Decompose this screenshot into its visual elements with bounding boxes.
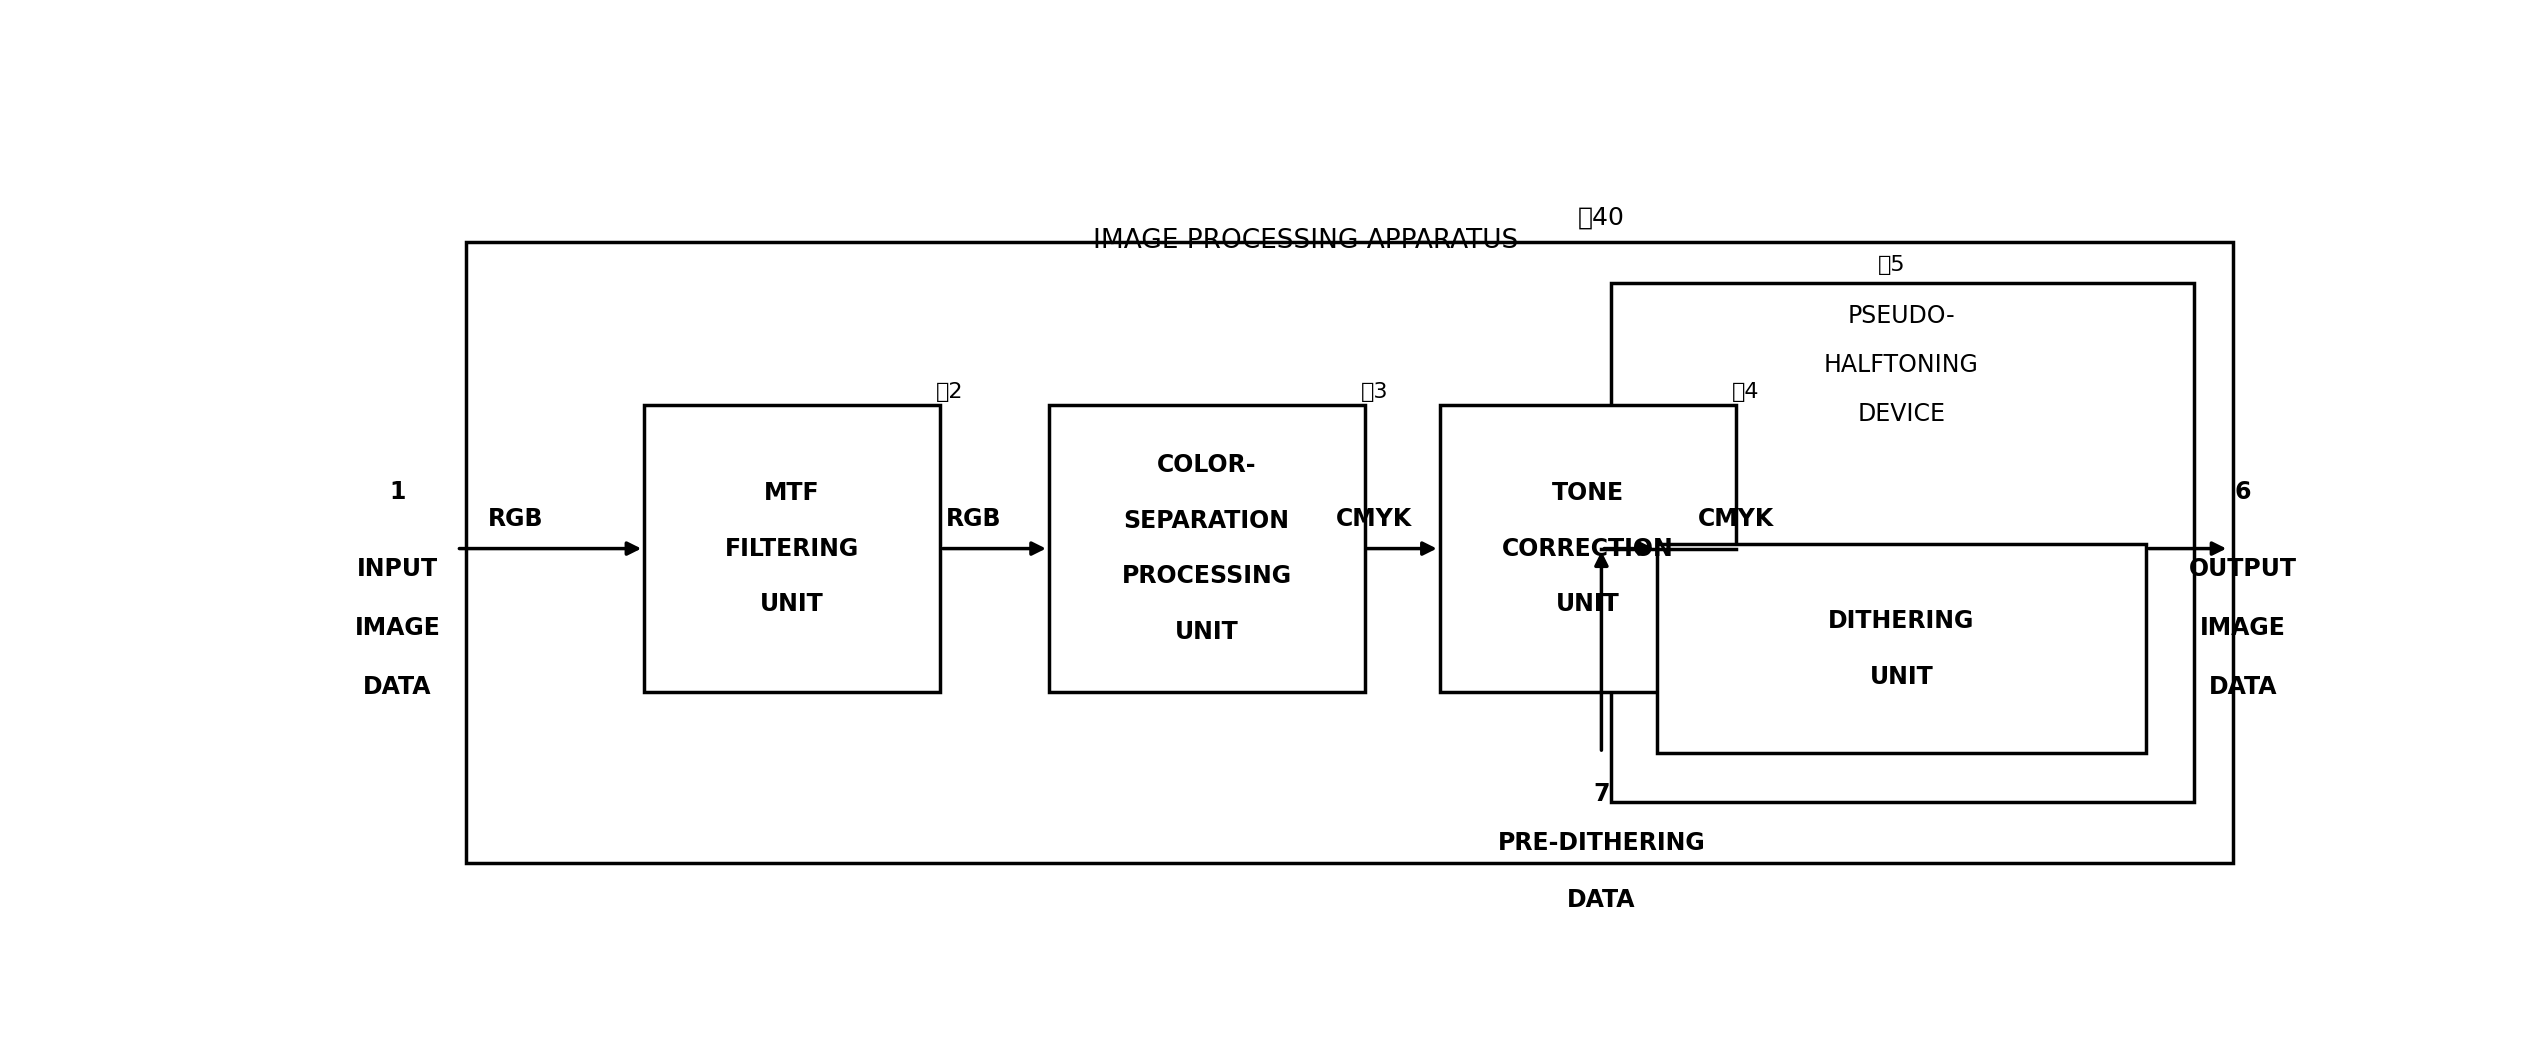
Text: CMYK: CMYK bbox=[1696, 507, 1773, 531]
Bar bbox=[1656, 545, 2147, 753]
Text: ⌣3: ⌣3 bbox=[1360, 382, 1388, 402]
Text: IMAGE: IMAGE bbox=[354, 616, 441, 639]
Bar bbox=[644, 406, 940, 691]
Text: DEVICE: DEVICE bbox=[1857, 401, 1946, 426]
Text: OUTPUT: OUTPUT bbox=[2188, 556, 2297, 581]
Bar bbox=[1612, 282, 2193, 802]
Text: UNIT: UNIT bbox=[1556, 593, 1620, 616]
Bar bbox=[1049, 406, 1365, 691]
Text: UNIT: UNIT bbox=[759, 593, 825, 616]
Text: CORRECTION: CORRECTION bbox=[1503, 536, 1673, 561]
Text: COLOR-: COLOR- bbox=[1156, 453, 1256, 477]
Text: IMAGE PROCESSING APPARATUS: IMAGE PROCESSING APPARATUS bbox=[1093, 228, 1518, 254]
Text: ⌣4: ⌣4 bbox=[1732, 382, 1760, 402]
Text: INPUT: INPUT bbox=[357, 556, 438, 581]
Text: RGB: RGB bbox=[945, 507, 1001, 531]
Text: HALFTONING: HALFTONING bbox=[1824, 353, 1979, 377]
Text: 7: 7 bbox=[1594, 782, 1610, 806]
Text: PRE-DITHERING: PRE-DITHERING bbox=[1498, 830, 1706, 855]
Text: PSEUDO-: PSEUDO- bbox=[1847, 304, 1956, 328]
Text: RGB: RGB bbox=[489, 507, 543, 531]
Text: DATA: DATA bbox=[2208, 674, 2277, 699]
Text: SEPARATION: SEPARATION bbox=[1123, 509, 1289, 533]
Text: PROCESSING: PROCESSING bbox=[1121, 564, 1291, 588]
Text: UNIT: UNIT bbox=[1174, 620, 1238, 644]
Text: DATA: DATA bbox=[1566, 888, 1635, 912]
Text: 6: 6 bbox=[2234, 480, 2252, 503]
Text: 1: 1 bbox=[390, 480, 405, 503]
Text: MTF: MTF bbox=[764, 481, 820, 504]
Text: FILTERING: FILTERING bbox=[726, 536, 858, 561]
Text: TONE: TONE bbox=[1551, 481, 1622, 504]
Bar bbox=[1439, 406, 1735, 691]
Text: ⌣5: ⌣5 bbox=[1877, 255, 1905, 275]
Text: DATA: DATA bbox=[364, 674, 430, 699]
Text: ⌣2: ⌣2 bbox=[937, 382, 963, 402]
Text: DITHERING: DITHERING bbox=[1829, 609, 1974, 633]
Text: UNIT: UNIT bbox=[1869, 665, 1933, 688]
Text: IMAGE: IMAGE bbox=[2201, 616, 2285, 639]
Bar bbox=[466, 242, 2234, 863]
Text: CMYK: CMYK bbox=[1337, 507, 1414, 531]
Text: ⌣40: ⌣40 bbox=[1577, 206, 1625, 229]
